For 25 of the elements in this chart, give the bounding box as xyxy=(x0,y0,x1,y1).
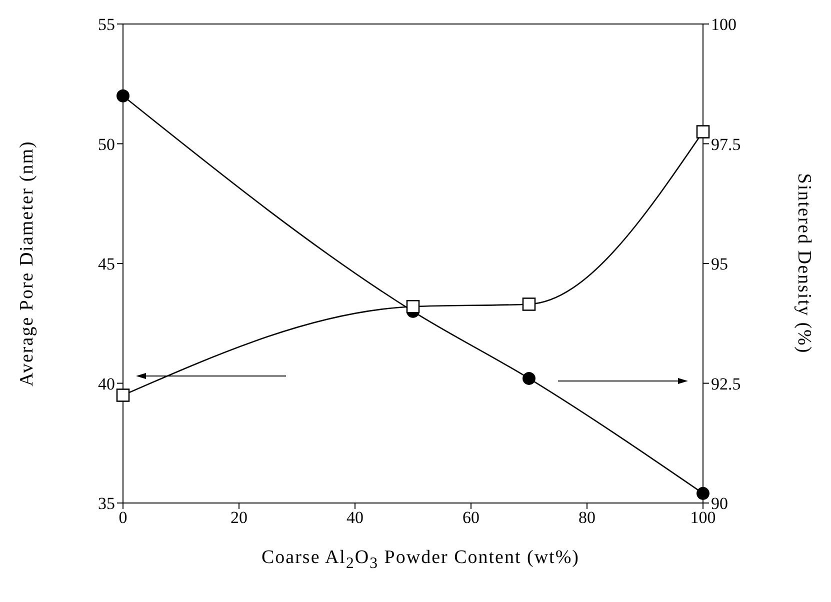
y2-tick-label: 100 xyxy=(711,15,736,34)
point xyxy=(696,486,710,500)
point xyxy=(116,89,130,102)
point xyxy=(116,388,130,402)
x-tick-label: 20 xyxy=(230,508,248,528)
y-tick-label: 55 xyxy=(98,15,115,34)
x-tick-label: 0 xyxy=(118,508,128,528)
point xyxy=(522,372,536,385)
y2-tick-label: 95 xyxy=(711,254,728,274)
y-tick-label: 40 xyxy=(98,374,115,394)
x-tick-label: 60 xyxy=(462,508,480,528)
y2-tick-label: 97.5 xyxy=(711,134,741,154)
y-axis-title: Average Pore Diameter (nm) xyxy=(16,140,38,386)
y2-tick-label: 92.5 xyxy=(711,374,741,394)
x-axis-title: Coarse Al$_{2}$O$_{3}$ Powder Content (wt%) xyxy=(260,547,580,573)
point xyxy=(522,298,536,311)
x-tick-label: 80 xyxy=(578,508,596,528)
x-tick-label: 40 xyxy=(346,508,364,528)
x-tick-label: 100 xyxy=(690,508,716,528)
y-tick-label: 35 xyxy=(98,494,115,514)
y-tick-label: 45 xyxy=(98,254,115,274)
point xyxy=(696,125,710,138)
point xyxy=(406,300,420,314)
y2-axis-title: Sintered Density (%) xyxy=(793,173,814,354)
y-tick-label: 50 xyxy=(98,134,115,154)
